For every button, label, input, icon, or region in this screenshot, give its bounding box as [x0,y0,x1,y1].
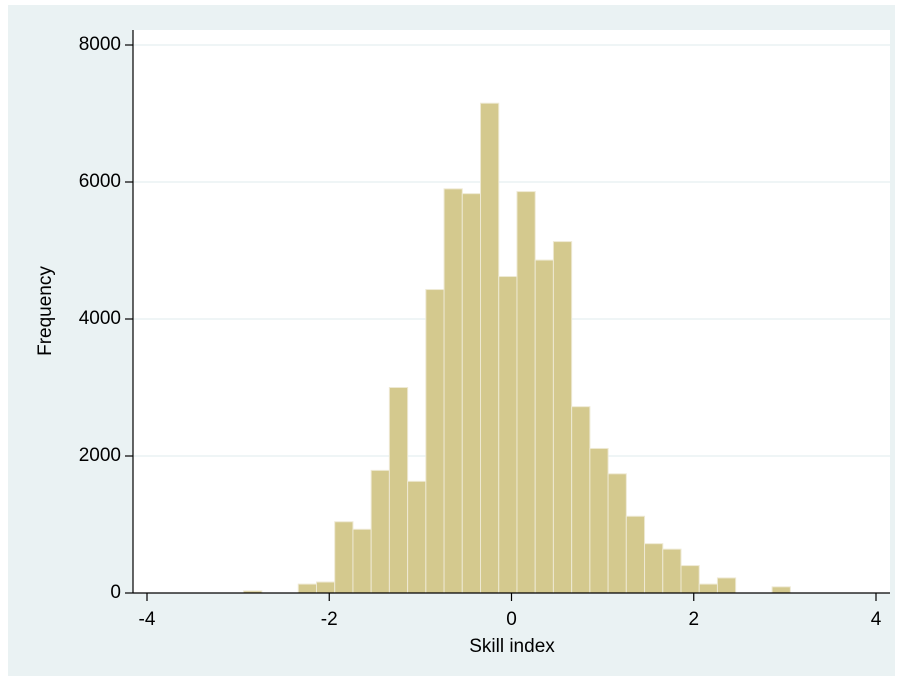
bar [607,473,627,594]
bar [571,406,591,594]
bar [352,528,372,594]
bar [698,583,718,594]
y-tick-label: 6000 [79,171,121,192]
y-tick-label: 4000 [79,308,121,329]
bar [498,276,518,594]
bar [407,480,427,594]
y-tick-label: 2000 [79,445,121,466]
bar [425,289,445,594]
x-tick-label: 0 [506,609,517,630]
bar [480,102,500,594]
x-tick-label: 4 [871,609,882,630]
y-axis-title: Frequency [35,266,56,356]
bar [552,241,573,594]
bar [315,581,336,594]
bar [297,583,317,594]
bar [461,193,482,594]
bar [644,543,664,594]
bar [534,259,554,594]
bar [589,447,609,594]
bar [370,469,390,594]
bar [388,387,409,594]
y-tick-label: 0 [110,582,121,603]
y-tick-label: 8000 [79,34,121,55]
bar [716,577,737,594]
x-tick-label: 2 [688,609,699,630]
bar [625,515,646,594]
x-axis-title: Skill index [469,636,555,657]
x-tick-label: -4 [139,609,156,630]
bar [771,586,791,594]
bar [662,548,682,594]
x-tick-label: -2 [321,609,338,630]
bar [334,521,354,594]
bar [443,188,463,594]
bar [516,191,536,594]
bar [680,565,700,594]
